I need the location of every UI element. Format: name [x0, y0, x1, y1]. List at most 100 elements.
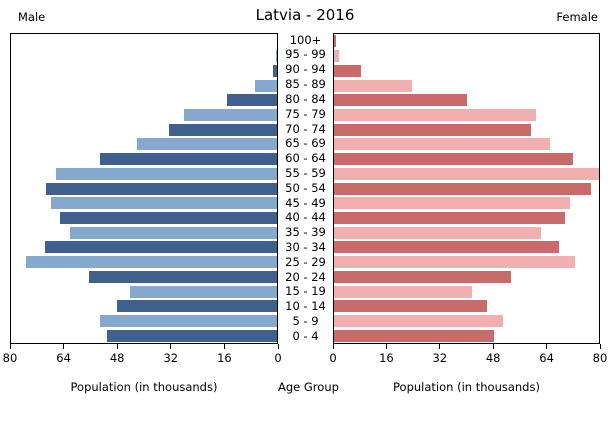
female-bar-45-49 [334, 197, 570, 210]
female-bar-100+-row [334, 34, 599, 49]
female-bar-10-14-row [334, 299, 599, 314]
male-bar-10-14-row [11, 299, 277, 314]
male-bar-50-54-row [11, 181, 277, 196]
male-bar-0-4 [107, 329, 277, 342]
male-bar-10-14 [117, 300, 277, 313]
plot-area: 100+ 95 - 99 90 - 94 85 - 89 80 - 84 75 - 79 7… [10, 33, 600, 344]
age-label-60-64: 60 - 64 [285, 151, 326, 166]
female-bar-90-94 [334, 64, 361, 77]
tick-label: 48 [109, 351, 125, 365]
female-bar-0-4-row [334, 328, 599, 343]
female-bar-75-79-row [334, 108, 599, 123]
male-bar-40-44-row [11, 211, 277, 226]
male-bar-75-79 [183, 108, 277, 121]
female-bar-65-69-row [334, 137, 599, 152]
male-bar-70-74-row [11, 122, 277, 137]
male-bar-85-89-row [11, 78, 277, 93]
male-bar-25-29 [25, 256, 277, 269]
male-axis-title: Population (in thousands) [70, 380, 218, 394]
age-group-labels: 100+ 95 - 99 90 - 94 85 - 89 80 - 84 75 - 79 7… [278, 33, 333, 344]
male-bar-0-4-row [11, 328, 277, 343]
female-bar-30-34 [334, 241, 559, 254]
female-bar-20-24-row [334, 270, 599, 285]
age-label-0-4: 0 - 4 [292, 328, 319, 343]
male-bar-90-94 [273, 64, 277, 77]
female-bar-85-89-row [334, 78, 599, 93]
age-label-5-9: 5 - 9 [292, 314, 319, 329]
female-bar-80-84-row [334, 93, 599, 108]
tick-mark [277, 344, 279, 349]
tick-mark [332, 344, 334, 349]
female-bar-70-74-row [334, 122, 599, 137]
tick-mark [63, 344, 65, 349]
tick-mark [385, 344, 387, 349]
male-bar-20-24-row [11, 270, 277, 285]
tick-label: 16 [379, 351, 394, 365]
age-label-100+: 100+ [289, 32, 322, 47]
male-bar-100+-row [11, 34, 277, 49]
female-bar-50-54 [334, 182, 592, 195]
female-bar-40-44-row [334, 211, 599, 226]
age-label-45-49: 45 - 49 [285, 195, 326, 210]
female-panel [333, 33, 600, 344]
female-bar-40-44 [334, 211, 566, 224]
female-bar-5-9-row [334, 314, 599, 329]
male-bar-15-19-row [11, 284, 277, 299]
male-bar-50-54 [45, 182, 277, 195]
age-label-85-89: 85 - 89 [285, 77, 326, 92]
axis-gap [278, 344, 333, 368]
age-label-55-59: 55 - 59 [285, 165, 326, 180]
age-label-65-69: 65 - 69 [285, 136, 326, 151]
female-bar-90-94-row [334, 63, 599, 78]
female-bar-85-89 [334, 79, 412, 92]
female-bar-65-69 [334, 138, 550, 151]
male-side-label: Male [18, 10, 46, 24]
male-bar-95-99 [275, 50, 277, 63]
male-bar-70-74 [168, 123, 277, 136]
female-bar-25-29 [334, 256, 575, 269]
tick-mark [170, 344, 172, 349]
tick-mark [546, 344, 548, 349]
male-bar-35-39-row [11, 225, 277, 240]
tick-mark [116, 344, 118, 349]
tick-label: 0 [329, 351, 337, 365]
female-bar-15-19-row [334, 284, 599, 299]
male-bar-80-84-row [11, 93, 277, 108]
female-bar-50-54-row [334, 181, 599, 196]
male-bar-55-59-row [11, 166, 277, 181]
female-bar-100+ [334, 35, 336, 48]
male-x-axis: 80 64 48 32 16 0 [3, 344, 282, 368]
male-bar-20-24 [89, 270, 277, 283]
age-label-80-84: 80 - 84 [285, 91, 326, 106]
female-bar-35-39 [334, 226, 542, 239]
age-label-50-54: 50 - 54 [285, 180, 326, 195]
male-bar-65-69-row [11, 137, 277, 152]
male-bar-45-49 [51, 197, 277, 210]
male-bar-75-79-row [11, 108, 277, 123]
age-label-90-94: 90 - 94 [285, 62, 326, 77]
tick-label: 32 [163, 351, 179, 365]
axis-titles: Population (in thousands) Age Group Popu… [10, 380, 600, 394]
male-bar-90-94-row [11, 63, 277, 78]
male-bar-5-9-row [11, 314, 277, 329]
male-bar-25-29-row [11, 255, 277, 270]
tick-mark [599, 344, 601, 349]
female-bar-15-19 [334, 285, 473, 298]
male-bar-60-64 [100, 153, 277, 166]
male-bar-45-49-row [11, 196, 277, 211]
age-label-95-99: 95 - 99 [285, 47, 326, 62]
age-label-30-34: 30 - 34 [285, 240, 326, 255]
female-bar-35-39-row [334, 225, 599, 240]
female-bar-25-29-row [334, 255, 599, 270]
male-bar-5-9 [100, 315, 277, 328]
female-bar-95-99 [334, 50, 339, 63]
male-bar-55-59 [55, 167, 277, 180]
tick-label: 80 [592, 351, 608, 365]
age-label-20-24: 20 - 24 [285, 269, 326, 284]
female-x-axis: 0 16 32 48 64 80 [329, 344, 607, 368]
female-bar-5-9 [334, 315, 503, 328]
female-bar-30-34-row [334, 240, 599, 255]
female-bar-95-99-row [334, 49, 599, 64]
tick-label: 16 [217, 351, 232, 365]
